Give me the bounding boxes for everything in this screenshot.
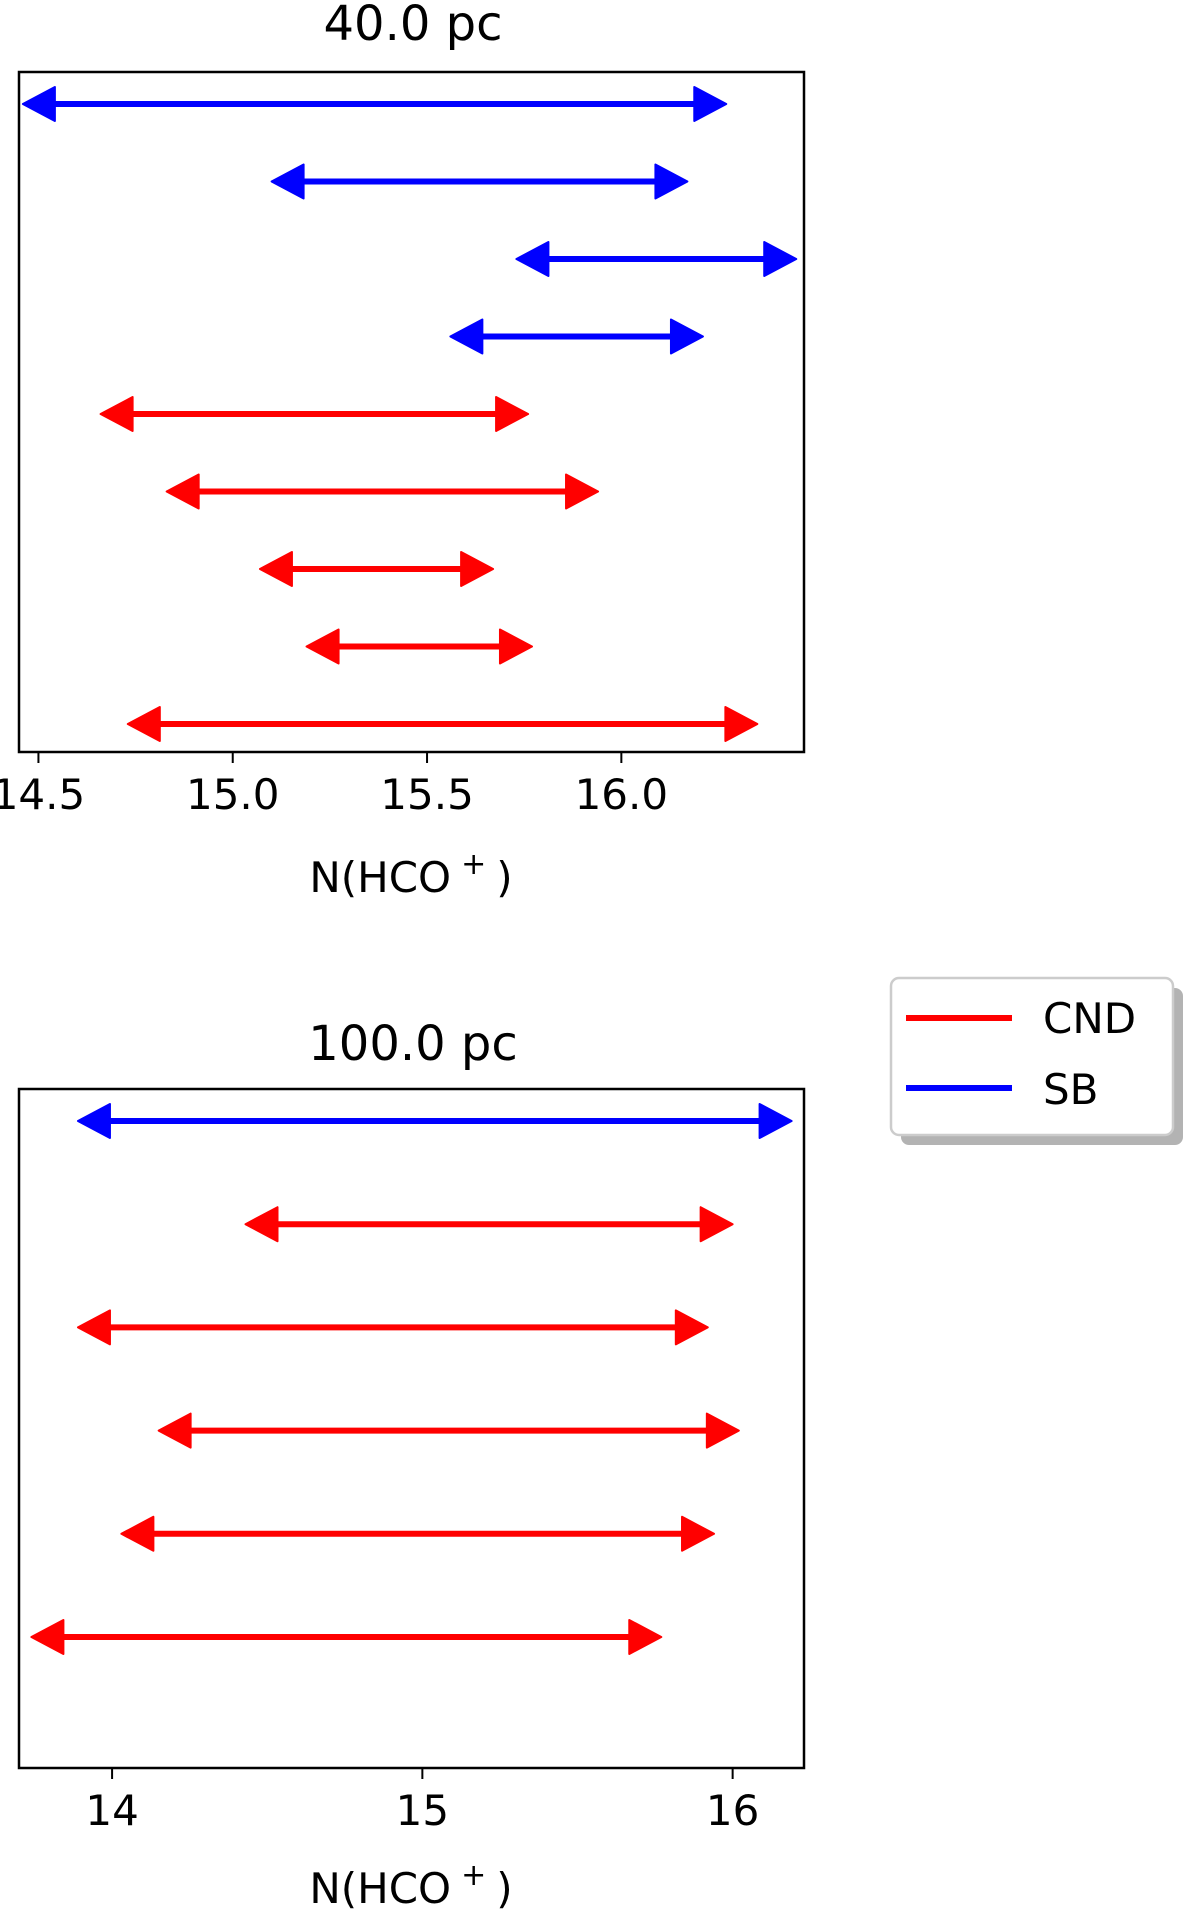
range-arrowhead-low <box>99 396 134 432</box>
chart-title: 100.0 pc <box>308 1016 518 1072</box>
legend: CND SB <box>889 976 1183 1145</box>
range-arrowhead-low <box>157 1412 192 1449</box>
range-arrowhead-low <box>76 1103 111 1139</box>
range-arrowhead-low <box>305 628 340 665</box>
range-arrowhead-high <box>498 628 533 665</box>
range-arrowhead-high <box>628 1619 663 1655</box>
range-arrowhead-low <box>515 241 550 277</box>
range-arrowhead-low <box>244 1206 279 1243</box>
range-arrowhead-low <box>449 318 484 355</box>
range-arrowhead-low <box>21 86 56 122</box>
range-arrowhead-high <box>763 241 798 277</box>
range-arrowhead-high <box>693 86 728 122</box>
range-arrowhead-high <box>565 473 600 510</box>
x-axis-label: N(HCO +) <box>309 1858 512 1913</box>
range-arrowhead-high <box>495 396 530 432</box>
x-tick-label: 14 <box>85 1786 138 1835</box>
legend-label-sb: SB <box>1043 1065 1098 1114</box>
axes-frame <box>17 70 806 754</box>
range-arrowhead-low <box>120 1515 155 1552</box>
range-arrowhead-high <box>654 163 689 200</box>
x-ticks: 14 15 16 <box>85 1768 759 1835</box>
range-arrowhead-low <box>165 473 200 510</box>
range-arrows <box>30 1103 793 1655</box>
range-arrowhead-low <box>270 163 305 200</box>
range-arrowhead-low <box>76 1309 111 1346</box>
x-tick-label: 15.0 <box>186 770 280 819</box>
range-arrowhead-high <box>758 1103 793 1139</box>
range-arrowhead-high <box>681 1515 716 1552</box>
range-arrowhead-high <box>460 551 495 587</box>
range-arrowhead-high <box>669 318 704 355</box>
panel-100pc: 100.0 pc 14 15 16 N(HCO +) <box>17 1016 806 1913</box>
axes-frame <box>17 1087 806 1770</box>
range-arrowhead-low <box>258 551 293 587</box>
range-arrows <box>21 86 798 742</box>
legend-label-cnd: CND <box>1043 994 1136 1043</box>
range-arrowhead-high <box>705 1412 740 1449</box>
x-tick-label: 15 <box>396 1786 449 1835</box>
range-arrowhead-low <box>30 1619 65 1655</box>
x-tick-label: 16 <box>706 1786 759 1835</box>
range-arrowhead-high <box>699 1206 734 1243</box>
range-arrowhead-low <box>126 706 161 742</box>
x-tick-label: 15.5 <box>380 770 474 819</box>
x-tick-label: 14.5 <box>0 770 85 819</box>
range-arrowhead-high <box>724 706 759 742</box>
x-tick-label: 16.0 <box>575 770 669 819</box>
chart-title: 40.0 pc <box>324 0 503 52</box>
range-arrowhead-high <box>674 1309 709 1346</box>
panel-40pc: 40.0 pc 14.5 15.0 15.5 16.0 N(HCO +) <box>0 0 806 902</box>
x-ticks: 14.5 15.0 15.5 16.0 <box>0 752 668 819</box>
x-axis-label: N(HCO +) <box>309 847 512 902</box>
